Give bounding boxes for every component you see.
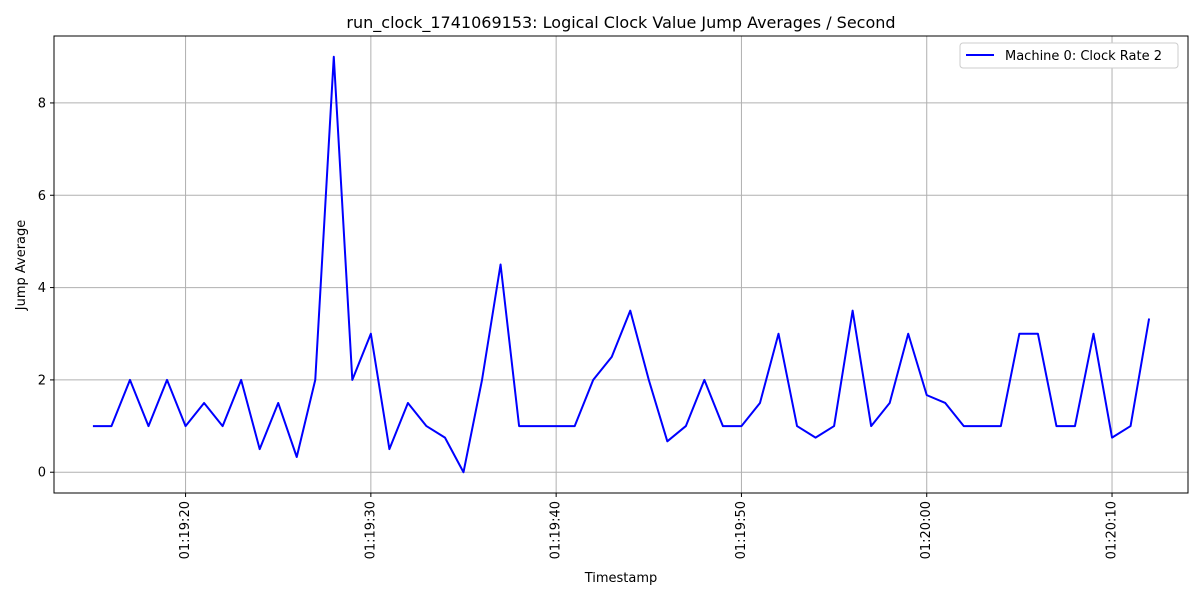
x-tick-label: 01:20:10 [1105,501,1120,559]
y-tick-label: 2 [38,373,46,388]
y-tick-label: 8 [38,96,46,111]
y-tick-label: 6 [38,189,46,204]
legend: Machine 0: Clock Rate 2 [959,42,1179,69]
y-tick-label: 4 [38,281,46,296]
x-tick-label: 01:20:00 [919,501,934,559]
grid [54,36,1188,493]
x-axis-label: Timestamp [584,571,658,586]
plot-frame [53,35,1189,494]
chart-title: run_clock_1741069153: Logical Clock Valu… [346,13,895,33]
series-layer [92,55,1151,474]
y-axis-ticks: 0 2 4 6 8 [38,96,54,481]
legend-box [959,42,1179,69]
x-axis-ticks: 01:19:20 01:19:30 01:19:40 01:19:50 01:20:00… [178,493,1120,559]
x-tick-label: 01:19:30 [363,501,378,559]
x-tick-label: 01:19:40 [549,501,564,559]
x-tick-label: 01:19:20 [178,501,193,559]
x-tick-label: 01:19:50 [734,501,749,559]
y-tick-label: 0 [38,466,46,481]
series-line [92,55,1151,474]
y-axis-label: Jump Average [14,220,29,312]
legend-label: Machine 0: Clock Rate 2 [1005,49,1162,64]
